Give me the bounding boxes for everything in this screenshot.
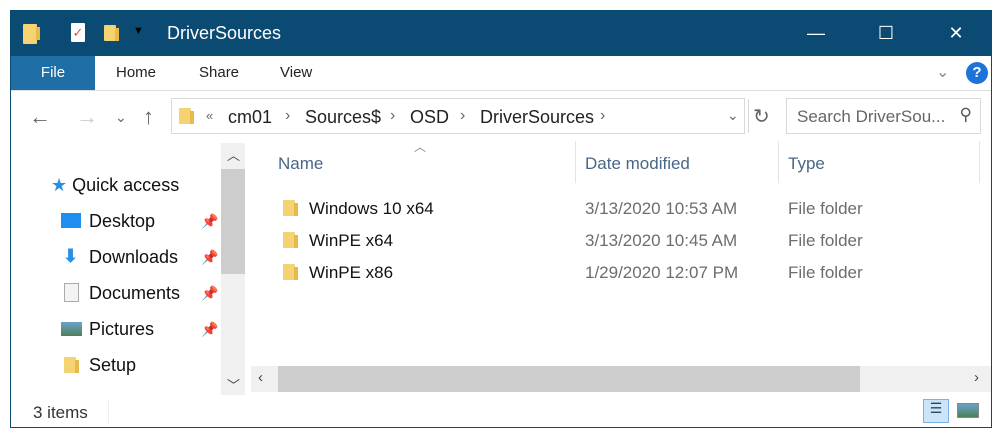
customize-toolbar-icon[interactable]: ▼	[133, 25, 144, 37]
sidebar-item-desktop[interactable]: Desktop	[61, 211, 155, 232]
file-name: WinPE x86	[309, 263, 394, 282]
search-input[interactable]: Search DriverSou... ⚲	[786, 98, 981, 134]
file-date: 3/13/2020 10:53 AM	[585, 199, 738, 218]
folder-icon	[283, 232, 298, 248]
scroll-down-icon[interactable]: ﹀	[227, 378, 241, 393]
refresh-icon[interactable]: ↻	[753, 106, 770, 128]
file-name: WinPE x64	[309, 231, 394, 250]
breadcrumb-osd[interactable]: OSD	[410, 107, 450, 127]
tab-share[interactable]: Share	[199, 64, 240, 81]
file-date: 1/29/2020 12:07 PM	[585, 263, 739, 282]
horizontal-scrollbar[interactable]: ‹ ›	[251, 366, 991, 392]
file-type: File folder	[788, 199, 863, 218]
tab-file[interactable]: File	[11, 56, 95, 90]
star-icon: ★	[51, 175, 68, 195]
breadcrumb-cm01[interactable]: cm01	[228, 107, 273, 127]
up-button[interactable]: ↑	[143, 104, 154, 129]
documents-icon	[64, 283, 79, 302]
sidebar-item-documents[interactable]: Documents	[61, 283, 180, 304]
chevron-right-icon: ›	[600, 107, 606, 124]
scroll-left-icon[interactable]: ‹	[258, 369, 263, 386]
chevron-right-icon: ›	[390, 107, 396, 124]
sidebar-item-quick-access[interactable]: ★ Quick access	[51, 175, 180, 195]
forward-button[interactable]: →	[76, 104, 98, 129]
search-icon[interactable]: ⚲	[959, 105, 972, 124]
column-header-type[interactable]: Type	[788, 154, 825, 173]
file-row[interactable]: Windows 10 x64 3/13/2020 10:53 AM File f…	[273, 195, 973, 225]
title-bar: ✓ ▼ DriverSources — ☐ ✕	[11, 11, 991, 56]
folder-icon	[64, 357, 79, 373]
sidebar-scrollbar[interactable]: ︿ ﹀	[221, 143, 245, 395]
sidebar-item-pictures[interactable]: Pictures	[61, 319, 154, 340]
breadcrumb-driversources[interactable]: DriverSources	[480, 107, 595, 127]
sidebar-item-setup[interactable]: Setup	[61, 355, 136, 376]
folder-icon	[179, 108, 194, 124]
address-bar[interactable]: « cm01 › Sources$ › OSD › DriverSources …	[171, 98, 770, 134]
file-type: File folder	[788, 231, 863, 250]
tab-home[interactable]: Home	[116, 64, 157, 81]
help-icon[interactable]: ?	[966, 62, 988, 84]
scrollbar-thumb[interactable]	[278, 366, 860, 392]
scroll-up-icon[interactable]: ︿	[227, 148, 241, 163]
tab-view[interactable]: View	[280, 64, 313, 81]
folder-icon	[283, 200, 298, 216]
pin-icon[interactable]: 📌	[201, 249, 219, 265]
overflow-icon[interactable]: «	[206, 108, 214, 123]
file-row[interactable]: WinPE x86 1/29/2020 12:07 PM File folder	[273, 259, 973, 289]
chevron-right-icon: ›	[460, 107, 466, 124]
folder-icon	[23, 24, 40, 44]
file-row[interactable]: WinPE x64 3/13/2020 10:45 AM File folder	[273, 227, 973, 257]
pin-icon[interactable]: 📌	[201, 321, 219, 337]
address-dropdown-icon[interactable]: ⌄	[727, 107, 739, 123]
download-icon: ⬇	[63, 246, 79, 266]
properties-icon[interactable]: ✓	[71, 23, 85, 42]
large-icons-view-button[interactable]	[957, 403, 979, 418]
minimize-button[interactable]: —	[807, 23, 825, 43]
new-folder-icon[interactable]	[104, 25, 119, 41]
recent-locations-icon[interactable]: ⌄	[115, 109, 127, 125]
scrollbar-thumb[interactable]	[221, 169, 245, 274]
search-placeholder: Search DriverSou...	[797, 107, 946, 126]
folder-icon	[283, 264, 298, 280]
column-header-date[interactable]: Date modified	[585, 154, 690, 173]
chevron-right-icon: ›	[285, 107, 291, 124]
column-header-name[interactable]: Name	[278, 154, 324, 173]
close-button[interactable]: ✕	[948, 23, 964, 43]
status-item-count: 3 items	[33, 403, 88, 422]
explorer-window: ✓ ▼ DriverSources — ☐ ✕ File Home Share …	[10, 10, 992, 428]
maximize-button[interactable]: ☐	[877, 23, 895, 43]
window-title: DriverSources	[167, 23, 282, 43]
details-view-button[interactable]: ☰	[923, 399, 949, 423]
file-type: File folder	[788, 263, 863, 282]
sort-ascending-icon: ︿	[414, 140, 427, 154]
sidebar-item-downloads[interactable]: ⬇ Downloads	[63, 246, 179, 267]
pin-icon[interactable]: 📌	[201, 213, 219, 229]
pin-icon[interactable]: 📌	[201, 285, 219, 301]
file-date: 3/13/2020 10:45 AM	[585, 231, 738, 250]
expand-ribbon-icon[interactable]: ⌄	[936, 64, 950, 81]
pictures-icon	[61, 322, 82, 336]
breadcrumb-sources[interactable]: Sources$	[305, 107, 382, 127]
ribbon-tabs: File Home Share View ⌄ ?	[11, 56, 991, 91]
file-name: Windows 10 x64	[309, 199, 434, 218]
desktop-icon	[61, 213, 81, 228]
scroll-right-icon[interactable]: ›	[974, 369, 979, 386]
navigation-pane: ★ Quick access Desktop ⬇ Downloads Docume…	[11, 141, 246, 396]
back-button[interactable]: ←	[29, 104, 51, 129]
